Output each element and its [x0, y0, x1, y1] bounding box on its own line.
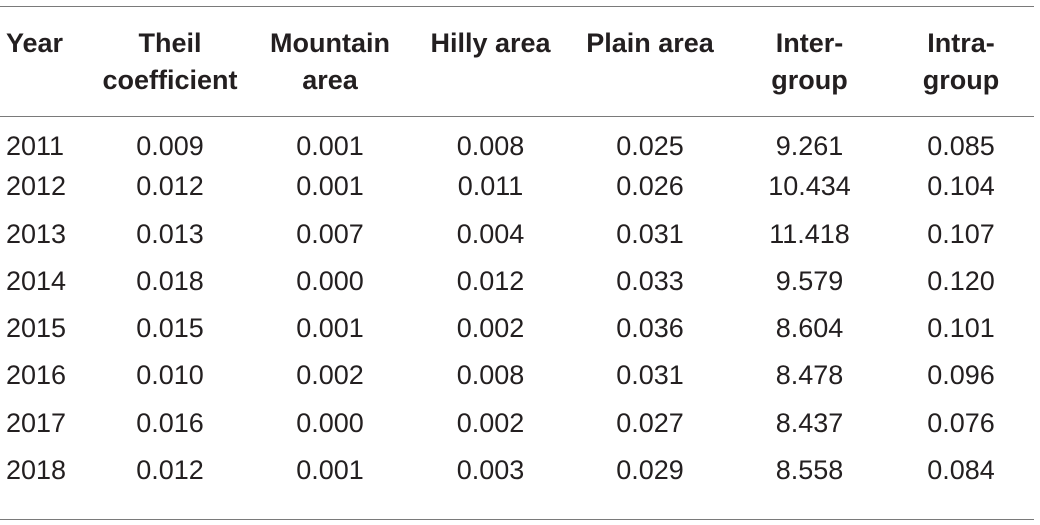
- table-row: 2014 0.018 0.000 0.012 0.033 9.579 0.120: [0, 258, 1034, 305]
- cell-hilly: 0.008: [456, 131, 525, 162]
- cell-plain: 0.026: [616, 171, 684, 202]
- table-header-row: Year Theil coefficient Mountain area Hil…: [0, 7, 1034, 116]
- cell-intra: 0.120: [927, 265, 995, 296]
- cell-year: 2012: [6, 171, 67, 202]
- theil-table: Year Theil coefficient Mountain area Hil…: [0, 7, 1034, 494]
- cell-year: 2017: [6, 407, 67, 438]
- cell-mountain: 0.001: [296, 313, 364, 344]
- header-hilly-area: Hilly area: [430, 28, 551, 58]
- cell-hilly: 0.008: [456, 360, 525, 391]
- header-theil-coefficient: Theil coefficient: [102, 28, 238, 95]
- cell-inter: 9.579: [775, 265, 844, 296]
- cell-year: 2016: [6, 360, 67, 391]
- cell-plain: 0.029: [616, 454, 684, 485]
- cell-intra: 0.084: [927, 454, 995, 485]
- cell-inter: 8.478: [775, 360, 844, 391]
- cell-year: 2011: [6, 131, 65, 162]
- table-top-rule: [0, 6, 1034, 7]
- cell-mountain: 0.001: [296, 171, 364, 202]
- cell-hilly: 0.003: [456, 454, 525, 485]
- cell-theil: 0.016: [136, 407, 204, 438]
- cell-plain: 0.031: [616, 360, 684, 391]
- cell-inter: 10.434: [768, 171, 851, 202]
- cell-hilly: 0.011: [457, 171, 524, 202]
- header-intra-group: Intra- group: [922, 28, 1000, 95]
- cell-mountain: 0.002: [296, 360, 364, 391]
- header-mountain-area: Mountain area: [270, 28, 390, 95]
- cell-intra: 0.107: [927, 218, 995, 249]
- cell-hilly: 0.002: [456, 407, 525, 438]
- cell-intra: 0.076: [927, 407, 995, 438]
- table-body: 2011 0.009 0.001 0.008 0.025 9.261 0.085…: [0, 116, 1034, 494]
- cell-theil: 0.012: [136, 171, 204, 202]
- cell-intra: 0.085: [927, 131, 995, 162]
- table-row: 2011 0.009 0.001 0.008 0.025 9.261 0.085: [0, 116, 1034, 163]
- cell-theil: 0.009: [136, 131, 204, 162]
- table-row: 2017 0.016 0.000 0.002 0.027 8.437 0.076: [0, 400, 1034, 447]
- cell-plain: 0.025: [616, 131, 684, 162]
- cell-mountain: 0.007: [296, 218, 364, 249]
- cell-mountain: 0.001: [296, 454, 364, 485]
- cell-year: 2013: [6, 218, 67, 249]
- cell-inter: 11.418: [769, 218, 850, 249]
- header-plain-area: Plain area: [586, 28, 714, 58]
- cell-theil: 0.012: [136, 454, 204, 485]
- cell-year: 2015: [6, 313, 67, 344]
- cell-mountain: 0.000: [296, 265, 364, 296]
- cell-plain: 0.033: [616, 265, 684, 296]
- cell-intra: 0.101: [927, 313, 995, 344]
- cell-theil: 0.013: [136, 218, 204, 249]
- cell-plain: 0.031: [616, 218, 684, 249]
- table-row: 2012 0.012 0.001 0.011 0.026 10.434 0.10…: [0, 163, 1034, 210]
- table-header-rule: [0, 116, 1034, 117]
- table-bottom-rule: [0, 519, 1034, 520]
- cell-theil: 0.018: [136, 265, 204, 296]
- table-row: 2015 0.015 0.001 0.002 0.036 8.604 0.101: [0, 305, 1034, 352]
- cell-inter: 8.604: [775, 313, 844, 344]
- table-row: 2013 0.013 0.007 0.004 0.031 11.418 0.10…: [0, 211, 1034, 258]
- header-inter-group: Inter- group: [771, 28, 848, 95]
- cell-inter: 9.261: [775, 131, 844, 162]
- cell-hilly: 0.004: [456, 218, 525, 249]
- cell-inter: 8.558: [775, 454, 844, 485]
- cell-year: 2018: [6, 454, 67, 485]
- header-year: Year: [6, 28, 64, 58]
- cell-intra: 0.096: [927, 360, 995, 391]
- cell-mountain: 0.000: [296, 407, 364, 438]
- cell-theil: 0.010: [136, 360, 204, 391]
- cell-hilly: 0.002: [456, 313, 525, 344]
- cell-hilly: 0.012: [456, 265, 525, 296]
- cell-inter: 8.437: [775, 407, 844, 438]
- table-row: 2018 0.012 0.001 0.003 0.029 8.558 0.084: [0, 447, 1034, 494]
- cell-plain: 0.027: [616, 407, 684, 438]
- cell-intra: 0.104: [927, 171, 995, 202]
- cell-plain: 0.036: [616, 313, 684, 344]
- table-row: 2016 0.010 0.002 0.008 0.031 8.478 0.096: [0, 352, 1034, 399]
- cell-year: 2014: [6, 265, 67, 296]
- cell-theil: 0.015: [136, 313, 204, 344]
- cell-mountain: 0.001: [296, 131, 364, 162]
